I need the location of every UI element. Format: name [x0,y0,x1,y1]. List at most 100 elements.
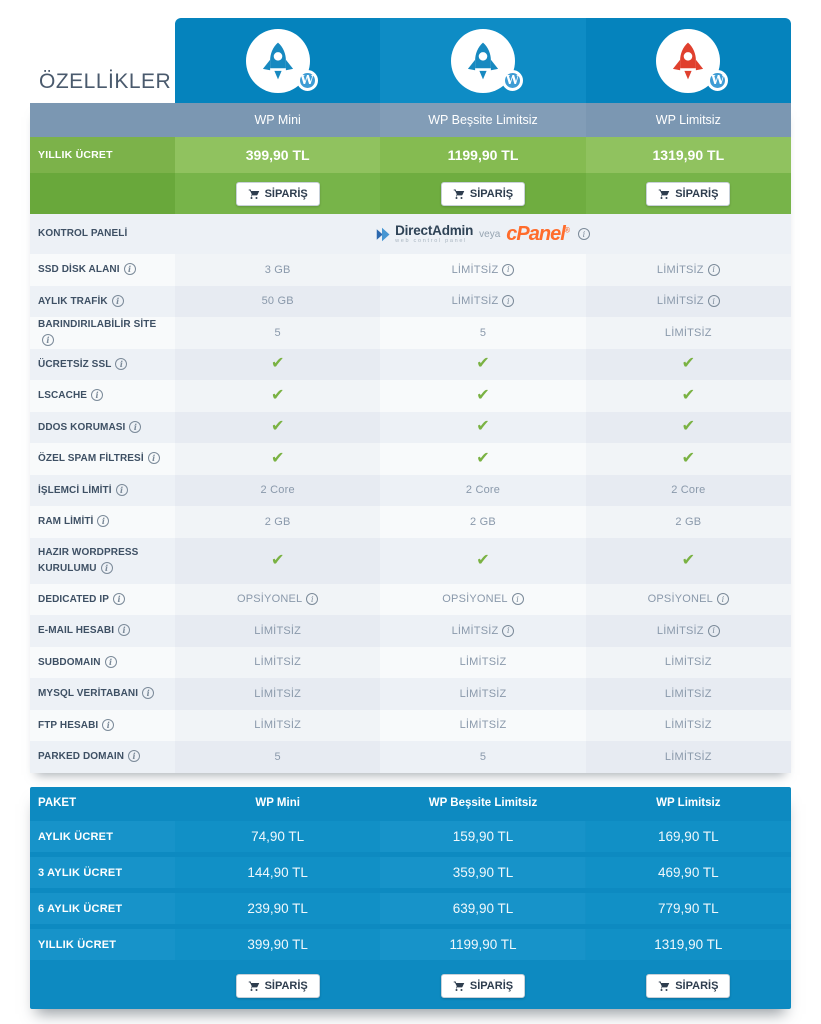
feature-value-cell: ✔ [175,411,381,443]
feature-value: 2 GB [675,515,702,528]
feature-value: LİMİTSİZ [459,719,507,732]
feature-value-cell: ✔ [585,348,791,380]
feature-rows: KONTROL PANELİ DirectAdmin web control pan… [30,214,791,773]
order-button[interactable]: SİPARİŞ [440,973,526,998]
info-icon[interactable]: i [707,263,720,276]
info-icon[interactable]: i [707,295,720,308]
order-button[interactable]: SİPARİŞ [440,181,526,206]
feature-value-cell: LİMİTSİZ [585,741,791,773]
feature-value-cell: LİMİTSİZ i [380,254,585,286]
info-icon[interactable]: i [102,718,115,731]
package-price: 74,90 TL [251,829,305,844]
feature-value-cell: LİMİTSİZ i [380,615,585,647]
feature-value-cell: 2 Core [380,475,585,507]
directadmin-logo: DirectAdmin web control panel [376,224,473,244]
feature-label: ÜCRETSİZ SSL i [38,357,128,373]
feature-row: PARKED DOMAIN i 5 5 LİMİTSİZ [30,741,791,773]
info-icon[interactable]: i [42,334,54,347]
rocket-icon [467,42,499,79]
packages-header-plan: WP Beşsite Limitsiz [428,796,538,809]
plan-tab-2[interactable]: W [380,18,586,103]
info-icon[interactable]: i [113,592,126,605]
info-icon[interactable]: i [97,515,110,528]
feature-value: 2 GB [470,515,496,528]
info-icon[interactable]: i [100,561,113,574]
package-price: 1199,90 TL [449,937,517,952]
feature-label: KONTROL PANELİ [38,228,128,240]
order-button-cell: SİPARİŞ [380,173,586,214]
info-icon[interactable]: i [142,687,155,700]
directadmin-chevron-icon [376,227,390,241]
info-icon[interactable]: i [511,593,524,606]
feature-label: İŞLEMCİ LİMİTİ i [38,483,128,499]
check-icon: ✔ [270,449,285,467]
order-button[interactable]: SİPARİŞ [235,973,320,998]
package-price-cell: 1199,90 TL [380,926,586,963]
feature-value-cell: LİMİTSİZ [585,678,791,710]
packages-order-label-cell [30,963,175,1009]
feature-label: ÖZEL SPAM FİLTRESİ i [38,451,160,467]
feature-value: 2 Core [260,484,295,497]
feature-value: 5 [479,750,487,763]
feature-value-cell: LİMİTSİZ [175,615,381,647]
feature-label-cell: HAZIR WORDPRESS KURULUMU i [30,538,175,584]
info-icon[interactable]: i [115,357,128,370]
info-icon[interactable]: i [502,624,515,637]
info-icon[interactable]: i [123,263,136,276]
package-label-cell: YILLIK ÜCRET [30,926,175,963]
info-icon[interactable]: i [104,655,117,668]
info-icon[interactable]: i [306,593,319,606]
feature-value-cell: ✔ [175,380,381,412]
info-icon[interactable]: i [717,593,730,606]
order-label-cell [30,173,175,214]
feature-label-cell: BARINDIRILABİLİR SİTEi [30,317,175,349]
info-icon[interactable]: i [147,452,160,465]
info-icon[interactable]: i [577,228,590,240]
plan-tab-1[interactable]: W [175,18,381,103]
info-icon[interactable]: i [502,263,515,276]
feature-row: SUBDOMAIN i LİMİTSİZ LİMİTSİZ LİMİTSİZ [30,646,791,678]
connector-text: veya [479,228,501,240]
info-icon[interactable]: i [118,624,131,637]
rocket-circle: W [656,28,729,93]
info-icon[interactable]: i [111,294,124,307]
feature-row: KONTROL PANELİ DirectAdmin web control pan… [30,214,791,254]
directadmin-subtitle: web control panel [395,237,468,244]
packages-header-plan: WP Mini [255,796,300,809]
feature-value: LİMİTSİZ [664,719,712,732]
feature-row: İŞLEMCİ LİMİTİ i 2 Core 2 Core 2 Core [30,474,791,507]
order-button-label: SİPARİŞ [469,187,514,200]
feature-label: HAZIR WORDPRESS KURULUMU i [38,547,139,574]
info-icon[interactable]: i [115,483,128,496]
feature-label: E-MAIL HESABI i [38,623,131,639]
info-icon[interactable]: i [128,750,141,763]
rocket-icon [262,42,293,79]
order-button[interactable]: SİPARİŞ [646,973,731,998]
yearly-price: 1199,90 TL [447,147,519,163]
order-button[interactable]: SİPARİŞ [646,181,731,206]
package-price-cell: 239,90 TL [175,890,381,927]
feature-row: HAZIR WORDPRESS KURULUMU i ✔ ✔ ✔ [30,537,791,584]
order-button[interactable]: SİPARİŞ [235,181,320,206]
rocket-icon [673,42,704,79]
feature-value-cell: LİMİTSİZ i [585,285,791,317]
check-icon: ✔ [270,355,285,373]
packages-order-cell: SİPARİŞ [380,963,585,1009]
feature-value-cell: OPSİYONEL i [585,583,791,615]
check-icon: ✔ [270,386,285,404]
feature-value: LİMİTSİZ [254,719,302,732]
feature-row: FTP HESABI i LİMİTSİZ LİMİTSİZ LİMİTSİZ [30,709,791,741]
feature-row: RAM LİMİTİ i 2 GB 2 GB 2 GB [30,506,791,538]
plan-name: WP Limitsiz [655,113,721,127]
feature-value: OPSİYONEL i [648,593,730,606]
plan-tab-3[interactable]: W [585,18,791,103]
feature-label: PARKED DOMAIN i [38,749,141,765]
feature-value-cell: 2 GB [380,506,585,538]
info-icon[interactable]: i [502,295,515,308]
plan-name: WP Mini [254,113,301,127]
info-icon[interactable]: i [707,624,720,637]
info-icon[interactable]: i [91,389,104,402]
yearly-label-cell: YILLIK ÜCRET [30,137,175,173]
info-icon[interactable]: i [129,420,142,433]
